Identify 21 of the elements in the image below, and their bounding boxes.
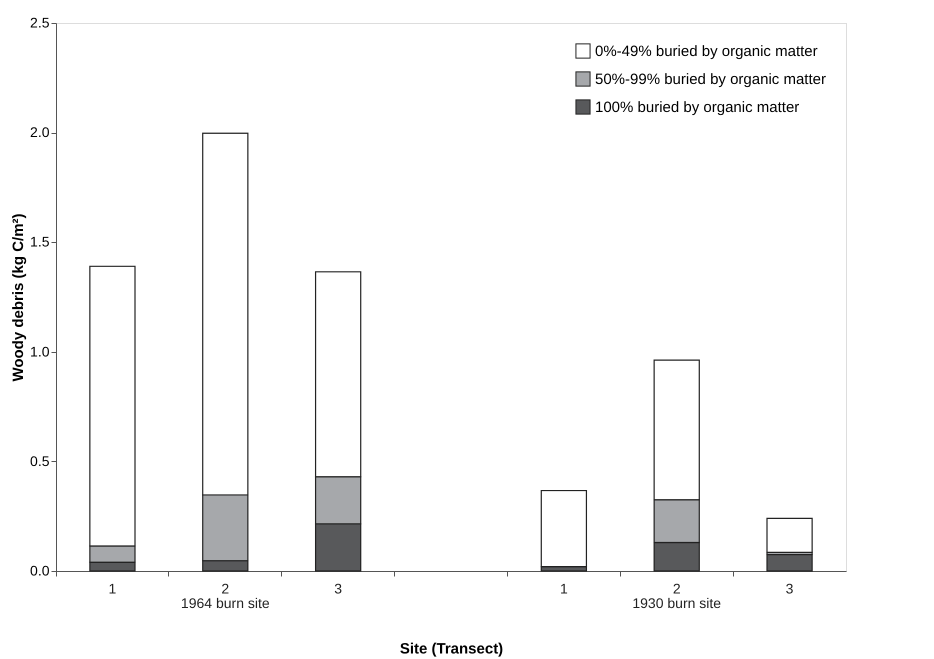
x-tick-label: 3 (786, 580, 794, 596)
bar (540, 490, 588, 568)
text: 1930 burn site (632, 595, 722, 611)
x-tick-label: 1 (560, 580, 568, 596)
y-tick-label: 0.0 (30, 562, 50, 578)
y-tick-label: 1.5 (30, 234, 50, 250)
y-tick-label: 0.5 (30, 452, 50, 469)
legend-label: 50%-99% buried by organic matter (595, 71, 826, 88)
legend-label: 100% buried by organic matter (595, 99, 800, 116)
y-tick-label: 2.5 (30, 14, 50, 30)
y-axis-title: Woody debris (kg C/m²) (10, 213, 28, 382)
x-axis-title: Site (Transect) (400, 640, 504, 658)
y-tick-label: 1.0 (30, 343, 50, 360)
x-tick-label: 2 (221, 580, 230, 596)
legend-label: 0%-49% buried by organic matter (595, 43, 818, 60)
x-tick-label: 1 (108, 580, 117, 596)
y-tick-label: 2.0 (30, 124, 50, 140)
x-tick-label: 3 (334, 580, 342, 596)
text: 1964 burn site (180, 595, 270, 611)
x-tick-label: 2 (672, 580, 681, 596)
bar (766, 518, 813, 553)
